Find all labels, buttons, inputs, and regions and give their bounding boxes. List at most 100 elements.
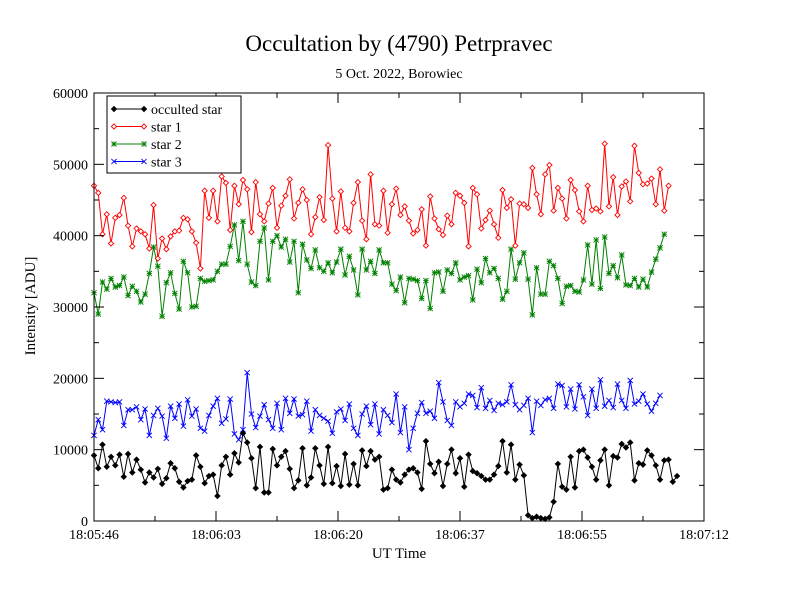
data-point-star-1 [609, 173, 617, 181]
data-point-star-2 [393, 287, 400, 294]
data-point-occulted-star [567, 453, 574, 461]
data-point-star-3 [346, 401, 353, 407]
data-point-star-1 [235, 201, 242, 208]
data-point-occulted-star [495, 462, 502, 470]
x-tick-label: 18:07:12 [679, 528, 729, 543]
data-point-star-2 [427, 305, 434, 312]
data-point-star-1 [214, 218, 221, 225]
data-point-occulted-star [375, 453, 383, 461]
data-point-star-1 [116, 211, 123, 219]
data-point-star-1 [482, 216, 489, 224]
data-point-occulted-star [116, 451, 123, 458]
data-point-star-2 [384, 259, 391, 266]
data-point-star-3 [146, 432, 153, 439]
data-point-star-2 [644, 284, 651, 290]
data-point-star-1 [554, 184, 562, 192]
data-point-star-2 [146, 270, 153, 277]
data-point-star-2 [125, 292, 131, 299]
data-point-star-3 [282, 395, 289, 402]
data-point-star-1 [333, 228, 340, 235]
data-point-star-3 [99, 426, 106, 433]
data-point-occulted-star [354, 482, 362, 489]
data-point-star-2 [661, 231, 668, 238]
data-point-star-1 [269, 184, 276, 192]
data-point-star-3 [137, 416, 144, 423]
data-point-occulted-star [550, 498, 557, 505]
data-point-occulted-star [507, 441, 515, 448]
data-point-occulted-star [146, 469, 153, 476]
data-point-star-3 [618, 397, 625, 404]
data-point-star-3 [529, 429, 536, 436]
data-point-star-2 [533, 264, 540, 271]
data-point-star-3 [133, 403, 140, 410]
data-point-star-3 [193, 406, 200, 412]
data-point-occulted-star [520, 472, 528, 479]
data-point-star-2 [397, 274, 404, 280]
data-point-occulted-star [656, 476, 664, 483]
plot-area [90, 140, 681, 523]
data-point-star-2 [269, 238, 276, 245]
legend-marker [140, 105, 148, 113]
data-point-star-2 [657, 244, 663, 251]
data-point-star-3 [278, 426, 285, 433]
data-point-star-3 [142, 406, 148, 412]
data-point-occulted-star [175, 478, 183, 486]
data-point-star-2 [550, 262, 557, 269]
data-point-star-3 [584, 412, 591, 419]
data-point-star-2 [525, 276, 532, 283]
data-point-star-3 [614, 381, 621, 387]
data-point-star-1 [495, 234, 502, 242]
data-point-star-1 [120, 194, 128, 202]
data-point-occulted-star [329, 479, 336, 487]
data-point-star-1 [490, 221, 498, 228]
y-tick-label: 60000 [53, 87, 88, 102]
data-point-occulted-star [533, 513, 540, 520]
data-point-occulted-star [563, 486, 570, 493]
data-point-star-2 [137, 299, 144, 305]
data-point-star-1 [188, 228, 196, 235]
data-point-occulted-star [461, 483, 468, 490]
data-point-occulted-star [358, 447, 366, 454]
data-point-occulted-star [588, 463, 596, 471]
y-tick-label: 30000 [53, 301, 88, 316]
x-tick-label: 18:06:37 [435, 528, 485, 543]
data-point-star-1 [384, 229, 391, 237]
data-point-star-1 [392, 185, 400, 192]
data-point-occulted-star [333, 462, 340, 470]
data-point-occulted-star [443, 460, 451, 468]
data-point-occulted-star [103, 463, 111, 471]
data-point-occulted-star [652, 462, 660, 469]
data-point-star-1 [260, 218, 268, 225]
data-point-star-2 [512, 276, 519, 283]
data-point-star-3 [503, 398, 510, 405]
data-point-star-1 [422, 242, 430, 249]
data-point-star-1 [439, 231, 447, 239]
data-point-star-3 [201, 428, 208, 435]
data-point-occulted-star [401, 471, 408, 478]
data-point-star-2 [291, 238, 297, 245]
y-tick-label: 20000 [53, 372, 88, 387]
x-tick-label: 18:06:20 [313, 528, 363, 543]
data-point-star-1 [388, 201, 396, 208]
data-point-star-3 [474, 404, 480, 411]
data-point-star-1 [571, 186, 579, 194]
data-point-star-1 [665, 182, 672, 189]
data-point-star-2 [129, 283, 136, 290]
data-point-occulted-star [226, 471, 234, 478]
data-point-star-2 [474, 266, 480, 273]
data-point-star-2 [440, 288, 446, 295]
data-point-star-1 [661, 207, 668, 214]
data-point-star-1 [363, 235, 370, 243]
data-point-star-3 [469, 392, 476, 399]
data-point-star-2 [576, 289, 583, 295]
data-point-star-3 [589, 386, 595, 392]
data-point-occulted-star [141, 479, 149, 486]
data-point-occulted-star [137, 466, 145, 473]
data-point-star-3 [623, 405, 629, 412]
data-point-star-3 [320, 415, 327, 422]
data-point-star-1 [316, 193, 323, 201]
data-point-occulted-star [192, 452, 200, 459]
data-point-star-1 [354, 178, 362, 186]
data-point-star-1 [631, 142, 638, 150]
y-tick-label: 40000 [53, 230, 88, 245]
